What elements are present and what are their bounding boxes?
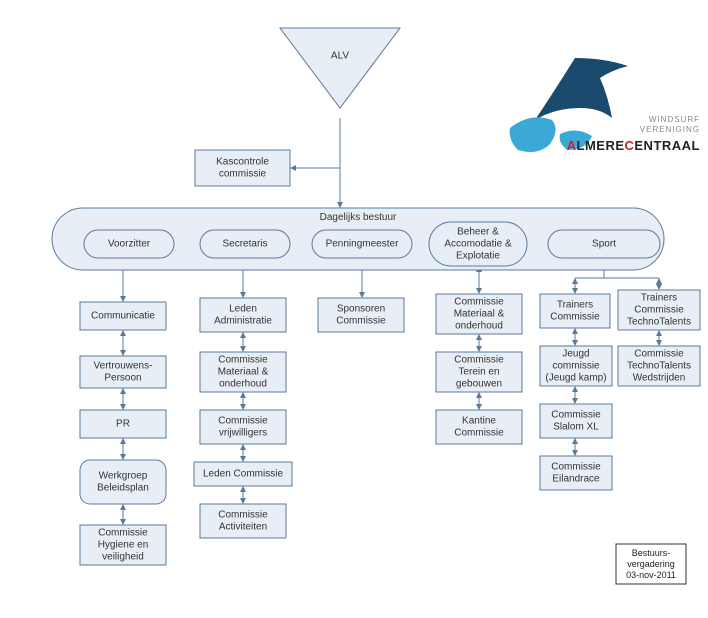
node-trainers: TrainersCommissie [540, 294, 610, 328]
label-text: Materiaal & [218, 367, 269, 378]
label-text: Commissie [550, 312, 600, 323]
node-vrijwilligers: Commissievrijwilligers [200, 410, 286, 444]
label-text: Commissie [98, 528, 148, 539]
label-text: Kantine [462, 416, 496, 427]
label-text: Commissie [454, 297, 504, 308]
label-text: Commissie [454, 355, 504, 366]
label-text: Commissie [551, 410, 601, 421]
node-hygiene: CommissieHygiene enveiligheid [80, 525, 166, 565]
node-slalom: CommissieSlalom XL [540, 404, 612, 438]
node-beheer: Beheer &Accomodatie &Explotatie [429, 222, 527, 266]
label-text: Werkgroep [99, 471, 148, 482]
label-text: Beleidsplan [97, 483, 149, 494]
label-text: Commissie [634, 349, 684, 360]
node-alv: ALV [280, 28, 400, 108]
svg-text:03-nov-2011: 03-nov-2011 [626, 570, 676, 580]
svg-text:Bestuurs-: Bestuurs- [632, 548, 671, 558]
node-penningmeester: Penningmeester [312, 230, 412, 258]
node-technowed: CommissieTechnoTalentsWedstrijden [618, 346, 700, 386]
label-text: Trainers [641, 293, 677, 304]
node-voorzitter: Voorzitter [84, 230, 174, 258]
node-ledencom: Leden Commissie [194, 462, 292, 486]
node-eilandrace: CommissieEilandrace [540, 456, 612, 490]
label-text: gebouwen [456, 379, 502, 390]
node-terein: CommissieTerein engebouwen [436, 352, 522, 392]
label-text: vrijwilligers [219, 428, 267, 439]
node-activiteiten: CommissieActiviteiten [200, 504, 286, 538]
label-text: Explotatie [456, 251, 500, 262]
node-pr: PR [80, 410, 166, 438]
node-werkgroep: WerkgroepBeleidsplan [80, 460, 166, 504]
node-materiaal2: CommissieMateriaal &onderhoud [200, 352, 286, 392]
node-jeugd: Jeugdcommissie(Jeugd kamp) [540, 346, 612, 386]
node-kantine: KantineCommissie [436, 410, 522, 444]
label-text: commissie [219, 169, 267, 180]
label-text: Slalom XL [553, 422, 599, 433]
label-text: onderhoud [219, 379, 267, 390]
label-text: Commissie [551, 462, 601, 473]
svg-text:vergadering: vergadering [627, 559, 675, 569]
label-text: onderhoud [455, 321, 503, 332]
label-text: Wedstrijden [633, 373, 686, 384]
label-text: TechnoTalents [627, 361, 691, 372]
label-text: Accomodatie & [444, 239, 512, 250]
label-text: Commissie [218, 510, 268, 521]
edge [290, 118, 340, 168]
label-text: Commissie [454, 428, 504, 439]
label-text: Activiteiten [219, 522, 267, 533]
label-text: Secretaris [222, 239, 267, 250]
label-text: Commissie [336, 316, 386, 327]
label-text: Voorzitter [108, 239, 151, 250]
label-text: Leden Commissie [203, 469, 283, 480]
label-text: commissie [552, 361, 600, 372]
node-trainerstech: TrainersCommissieTechnoTalents [618, 290, 700, 330]
label-text: Commissie [634, 305, 684, 316]
label-text: Commissie [218, 416, 268, 427]
label-text: PR [116, 419, 130, 430]
node-communicatie: Communicatie [80, 302, 166, 330]
svg-text:WINDSURF: WINDSURF [649, 115, 700, 124]
label-text: Dagelijks bestuur [320, 212, 397, 223]
label-text: Beheer & [457, 227, 499, 238]
label-text: Trainers [557, 300, 593, 311]
label-text: TechnoTalents [627, 317, 691, 328]
label-text: Materiaal & [454, 309, 505, 320]
label-text: Sport [592, 239, 616, 250]
label-text: Sponsoren [337, 304, 385, 315]
label-text: Hygiene en [98, 540, 149, 551]
label-text: Communicatie [91, 311, 155, 322]
label-text: Kascontrole [216, 157, 269, 168]
org-chart: ALVKascontrolecommissieDagelijks bestuur… [0, 0, 708, 613]
label-text: Penningmeester [326, 239, 399, 250]
label-text: Commissie [218, 355, 268, 366]
label-text: Terein en [458, 367, 499, 378]
node-sponsoren: SponsorenCommissie [318, 298, 404, 332]
label-text: Persoon [104, 373, 141, 384]
label-text: Leden [229, 304, 257, 315]
label-text: Eilandrace [552, 474, 600, 485]
node-kascontrole: Kascontrolecommissie [195, 150, 290, 186]
node-sport: Sport [548, 230, 660, 258]
node-vertrouwens: Vertrouwens-Persoon [80, 356, 166, 388]
label-text: Jeugd [562, 349, 589, 360]
label-text: ALV [331, 51, 349, 62]
logo: WINDSURFVERENIGING ALMERECENTRAAL [510, 58, 700, 153]
label-text: Vertrouwens- [94, 361, 153, 372]
svg-text:VERENIGING: VERENIGING [640, 125, 700, 134]
footer-box: Bestuurs-vergadering03-nov-2011 [616, 544, 686, 584]
label-text: (Jeugd kamp) [545, 373, 606, 384]
node-ledenadmin: LedenAdministratie [200, 298, 286, 332]
node-materiaal4: CommissieMateriaal &onderhoud [436, 294, 522, 334]
svg-text:ALMERECENTRAAL: ALMERECENTRAAL [567, 138, 700, 153]
node-secretaris: Secretaris [200, 230, 290, 258]
label-text: Administratie [214, 316, 272, 327]
label-text: veiligheid [102, 552, 144, 563]
